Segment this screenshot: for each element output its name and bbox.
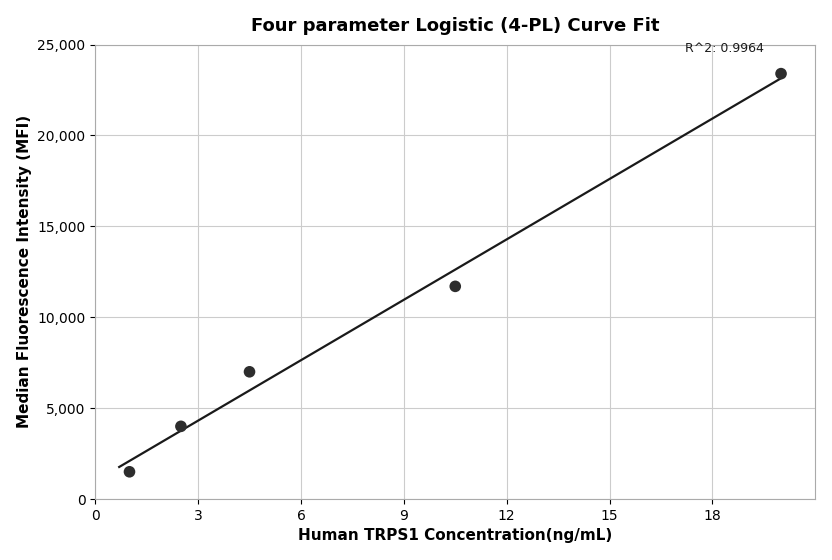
Point (243, 367, 256, 376)
Point (123, 467, 136, 476)
Point (174, 422, 187, 431)
Text: R^2: 0.9964: R^2: 0.9964 (685, 43, 764, 55)
Point (448, 282, 462, 291)
Point (775, 69, 788, 78)
Title: Four parameter Logistic (4-PL) Curve Fit: Four parameter Logistic (4-PL) Curve Fit (251, 17, 660, 35)
X-axis label: Human TRPS1 Concentration(ng/mL): Human TRPS1 Concentration(ng/mL) (298, 528, 612, 543)
Y-axis label: Median Fluorescence Intensity (MFI): Median Fluorescence Intensity (MFI) (17, 115, 32, 428)
